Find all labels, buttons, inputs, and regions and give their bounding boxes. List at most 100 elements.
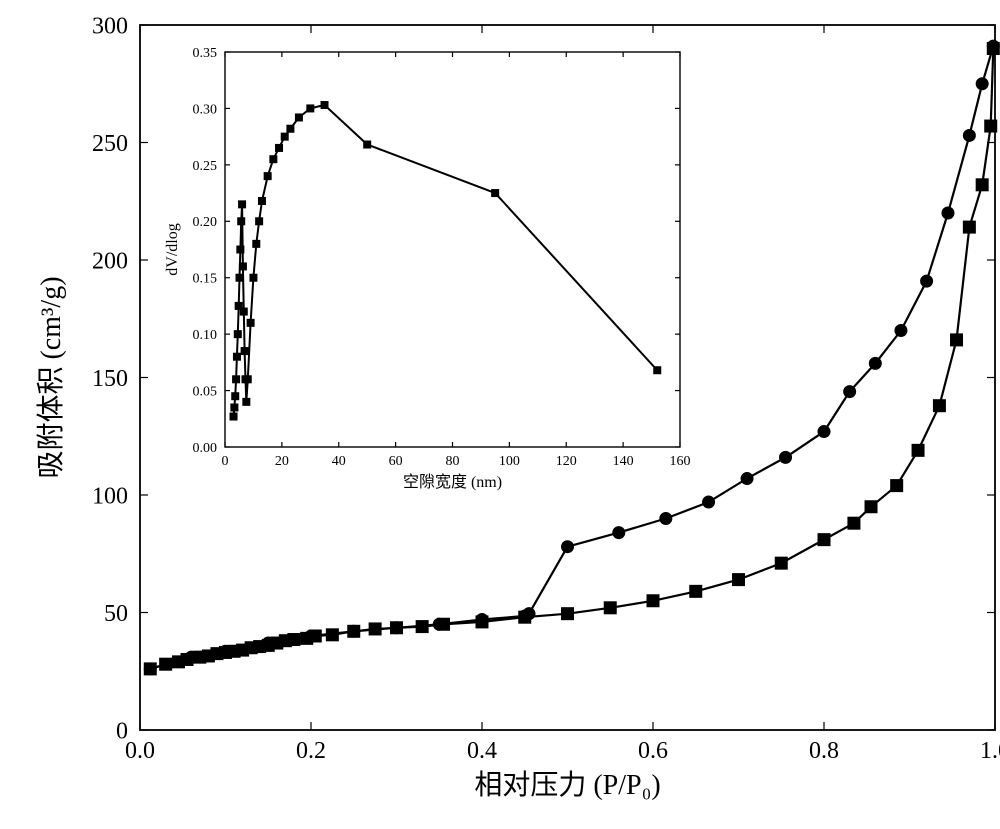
- marker-square: [865, 501, 877, 513]
- x-tick-label: 0.2: [296, 738, 326, 764]
- marker-square: [287, 125, 294, 132]
- inset-chart: 0 20 40 60 80 100 120 140 160 0.00 0.05 0.10 0.15 0.2…: [164, 46, 691, 491]
- marker-circle: [895, 325, 907, 337]
- marker-square: [243, 398, 250, 405]
- x-tick-label: 20: [275, 454, 289, 469]
- marker-square: [241, 348, 248, 355]
- x-tick-label: 0.6: [638, 738, 668, 764]
- marker-circle: [963, 129, 975, 141]
- marker-square: [237, 246, 244, 253]
- marker-square: [239, 263, 246, 270]
- marker-square: [264, 173, 271, 180]
- marker-square: [933, 400, 945, 412]
- marker-square: [247, 319, 254, 326]
- y-axis-label: dV/dlog: [164, 223, 181, 275]
- marker-square: [647, 595, 659, 607]
- marker-square: [236, 274, 243, 281]
- marker-square: [690, 585, 702, 597]
- marker-circle: [741, 473, 753, 485]
- marker-square: [963, 221, 975, 233]
- marker-circle: [476, 614, 488, 626]
- marker-circle: [562, 541, 574, 553]
- marker-square: [295, 114, 302, 121]
- marker-square: [231, 404, 238, 411]
- x-tick-label: 80: [446, 454, 460, 469]
- x-tick-label: 0.8: [809, 738, 839, 764]
- marker-square: [232, 393, 239, 400]
- y-tick-label: 0.20: [193, 215, 218, 230]
- x-tick-label: 100: [499, 454, 520, 469]
- marker-square: [253, 240, 260, 247]
- marker-circle: [144, 663, 156, 675]
- marker-square: [238, 218, 245, 225]
- marker-circle: [391, 622, 403, 634]
- marker-circle: [660, 513, 672, 525]
- marker-square: [654, 367, 661, 374]
- marker-square: [307, 105, 314, 112]
- marker-square: [321, 102, 328, 109]
- marker-circle: [220, 645, 232, 657]
- marker-circle: [780, 451, 792, 463]
- marker-square: [951, 334, 963, 346]
- marker-circle: [818, 426, 830, 438]
- y-tick-label: 0.00: [193, 441, 218, 456]
- marker-circle: [262, 637, 274, 649]
- marker-circle: [987, 40, 999, 52]
- marker-square: [364, 141, 371, 148]
- y-tick-label: 200: [92, 248, 128, 274]
- marker-circle: [921, 275, 933, 287]
- marker-square: [891, 480, 903, 492]
- x-tick-label: 0: [222, 454, 229, 469]
- marker-square: [848, 517, 860, 529]
- marker-square: [604, 602, 616, 614]
- marker-circle: [942, 207, 954, 219]
- marker-square: [230, 413, 237, 420]
- x-tick-label: 140: [613, 454, 634, 469]
- x-tick-label: 1.0: [980, 738, 1000, 764]
- x-tick-label: 60: [389, 454, 403, 469]
- marker-circle: [613, 527, 625, 539]
- marker-circle: [869, 357, 881, 369]
- x-tick-label: 0.0: [125, 738, 155, 764]
- marker-circle: [976, 78, 988, 90]
- marker-circle: [844, 386, 856, 398]
- marker-square: [281, 133, 288, 140]
- y-tick-label: 0.10: [193, 328, 218, 343]
- x-tick-label: 120: [556, 454, 577, 469]
- marker-circle: [433, 618, 445, 630]
- x-tick-label: 40: [332, 454, 346, 469]
- marker-square: [256, 218, 263, 225]
- y-tick-label: 0.15: [193, 272, 218, 287]
- y-axis-label: 吸附体积 (cm³/g): [35, 276, 67, 478]
- marker-square: [239, 201, 246, 208]
- marker-circle: [519, 610, 531, 622]
- y-tick-label: 0.30: [193, 102, 218, 117]
- marker-square: [276, 144, 283, 151]
- y-tick-label: 50: [104, 601, 128, 627]
- marker-square: [240, 308, 247, 315]
- marker-square: [562, 608, 574, 620]
- marker-square: [234, 331, 241, 338]
- x-axis-label: 相对压力 (P/P₀): [474, 769, 660, 801]
- marker-square: [270, 156, 277, 163]
- marker-square: [244, 376, 251, 383]
- marker-circle: [703, 496, 715, 508]
- y-tick-label: 0.35: [193, 46, 218, 61]
- marker-square: [250, 274, 257, 281]
- y-tick-label: 250: [92, 131, 128, 157]
- marker-square: [258, 197, 265, 204]
- y-tick-label: 300: [92, 13, 128, 39]
- marker-square: [976, 179, 988, 191]
- marker-square: [233, 376, 240, 383]
- x-tick-label: 0.4: [467, 738, 497, 764]
- marker-circle: [305, 630, 317, 642]
- y-tick-label: 0.25: [193, 159, 218, 174]
- marker-square: [985, 120, 997, 132]
- marker-circle: [348, 625, 360, 637]
- x-tick-label: 160: [670, 454, 691, 469]
- marker-square: [818, 534, 830, 546]
- marker-square: [912, 444, 924, 456]
- y-tick-label: 0: [116, 718, 128, 744]
- x-axis-label: 空隙宽度 (nm): [403, 473, 502, 491]
- y-tick-label: 0.05: [193, 384, 218, 399]
